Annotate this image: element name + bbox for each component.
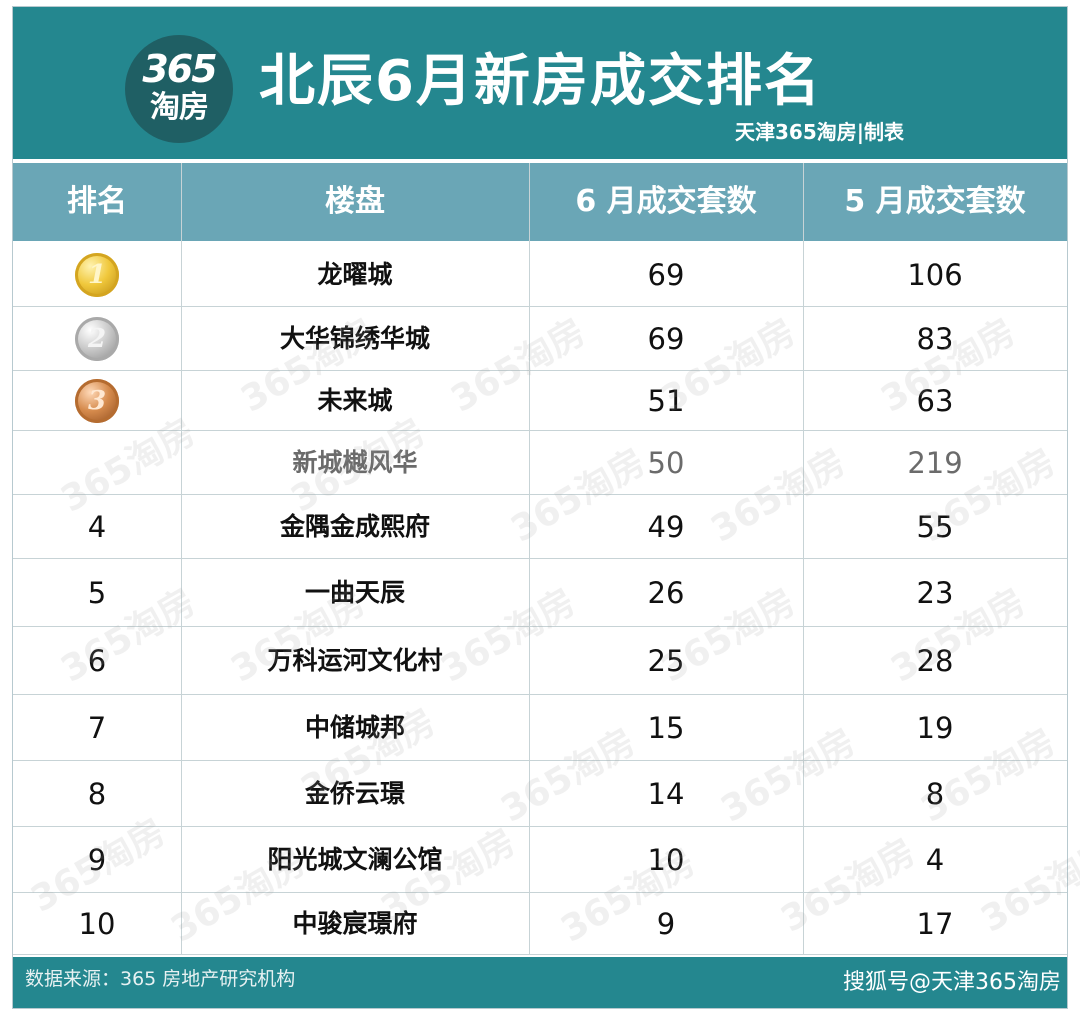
june-sales-value: 51 xyxy=(647,384,685,418)
rank-cell: 1 xyxy=(13,243,181,307)
rank-cell: 7 xyxy=(87,711,107,745)
table-row: 8 金侨云璟 14 8 xyxy=(13,761,1067,827)
rank-cell: 6 xyxy=(87,644,107,678)
project-name: 新城樾风华 xyxy=(292,448,418,477)
may-sales-value: 55 xyxy=(916,510,954,544)
logo-number: 365 xyxy=(142,47,217,91)
june-sales-value: 9 xyxy=(656,907,676,941)
brand-logo: 365 淘房 xyxy=(125,35,233,143)
june-sales-value: 69 xyxy=(647,258,685,292)
table-row: 10 中骏宸璟府 9 17 xyxy=(13,893,1067,955)
may-sales-value: 63 xyxy=(916,384,954,418)
table-row: 7 中储城邦 15 19 xyxy=(13,695,1067,761)
rank-cell: 10 xyxy=(78,907,116,941)
may-sales-value: 17 xyxy=(916,907,954,941)
rank-cell: 9 xyxy=(87,843,107,877)
table-row: 3 未来城 51 63 xyxy=(13,371,1067,431)
footer-bar: 数据来源：365 房地产研究机构 搜狐号@天津365淘房 xyxy=(13,957,1067,1008)
column-header-project: 楼盘 xyxy=(325,184,385,219)
title-banner: 365 淘房 北辰6月新房成交排名 天津365淘房|制表 xyxy=(13,7,1067,159)
table-row: 2 大华锦绣华城 69 83 xyxy=(13,307,1067,371)
ranking-card: 365 淘房 北辰6月新房成交排名 天津365淘房|制表 排名 楼盘 6 月成交… xyxy=(12,6,1080,1009)
may-sales-value: 106 xyxy=(907,258,963,292)
table-row: 4 金隅金成熙府 49 55 xyxy=(13,495,1067,559)
rank-cell xyxy=(13,431,181,495)
column-divider xyxy=(529,163,530,955)
project-name: 阳光城文澜公馆 xyxy=(267,845,443,874)
project-name: 金侨云璟 xyxy=(304,779,405,808)
may-sales-value: 28 xyxy=(916,644,954,678)
june-sales-value: 49 xyxy=(647,510,685,544)
project-name: 未来城 xyxy=(317,386,393,415)
page-title: 北辰6月新房成交排名 xyxy=(259,49,822,114)
project-name: 金隅金成熙府 xyxy=(279,512,430,541)
sohu-account-credit: 搜狐号@天津365淘房 xyxy=(843,970,1061,995)
project-name: 龙曜城 xyxy=(317,260,393,289)
project-name: 万科运河文化村 xyxy=(267,646,443,675)
data-source-note: 数据来源：365 房地产研究机构 xyxy=(25,968,296,990)
june-sales-value: 50 xyxy=(647,446,685,480)
column-divider xyxy=(803,163,804,955)
june-sales-value: 10 xyxy=(647,843,685,877)
project-name: 中骏宸璟府 xyxy=(292,909,418,938)
table-row: 新城樾风华 50 219 xyxy=(13,431,1067,495)
bronze-medal-icon: 3 xyxy=(75,379,119,423)
may-sales-value: 23 xyxy=(916,576,954,610)
may-sales-value: 8 xyxy=(925,777,945,811)
table-row: 5 一曲天辰 26 23 xyxy=(13,559,1067,627)
table-row: 9 阳光城文澜公馆 10 4 xyxy=(13,827,1067,893)
project-name: 中储城邦 xyxy=(304,713,405,742)
column-header-may-sales: 5 月成交套数 xyxy=(844,184,1026,219)
gold-medal-icon: 1 xyxy=(75,253,119,297)
rank-cell: 8 xyxy=(87,777,107,811)
project-name: 大华锦绣华城 xyxy=(279,324,430,353)
table-row: 1 龙曜城 69 106 xyxy=(13,243,1067,307)
rank-cell: 5 xyxy=(87,576,107,610)
column-divider xyxy=(181,163,182,955)
project-name: 一曲天辰 xyxy=(304,578,405,607)
table-row: 6 万科运河文化村 25 28 xyxy=(13,627,1067,695)
may-sales-value: 19 xyxy=(916,711,954,745)
table-credit: 天津365淘房|制表 xyxy=(735,120,905,144)
table-header: 排名 楼盘 6 月成交套数 5 月成交套数 xyxy=(13,163,1067,241)
june-sales-value: 26 xyxy=(647,576,685,610)
rank-cell: 3 xyxy=(13,371,181,431)
silver-medal-icon: 2 xyxy=(75,317,119,361)
june-sales-value: 15 xyxy=(647,711,685,745)
column-header-june-sales: 6 月成交套数 xyxy=(575,184,757,219)
logo-text: 淘房 xyxy=(150,90,209,125)
june-sales-value: 69 xyxy=(647,322,685,356)
rank-cell: 2 xyxy=(13,307,181,371)
may-sales-value: 83 xyxy=(916,322,954,356)
rank-cell: 4 xyxy=(87,510,107,544)
june-sales-value: 25 xyxy=(647,644,685,678)
june-sales-value: 14 xyxy=(647,777,685,811)
may-sales-value: 4 xyxy=(925,843,945,877)
column-header-rank: 排名 xyxy=(67,184,127,219)
may-sales-value: 219 xyxy=(907,446,963,480)
